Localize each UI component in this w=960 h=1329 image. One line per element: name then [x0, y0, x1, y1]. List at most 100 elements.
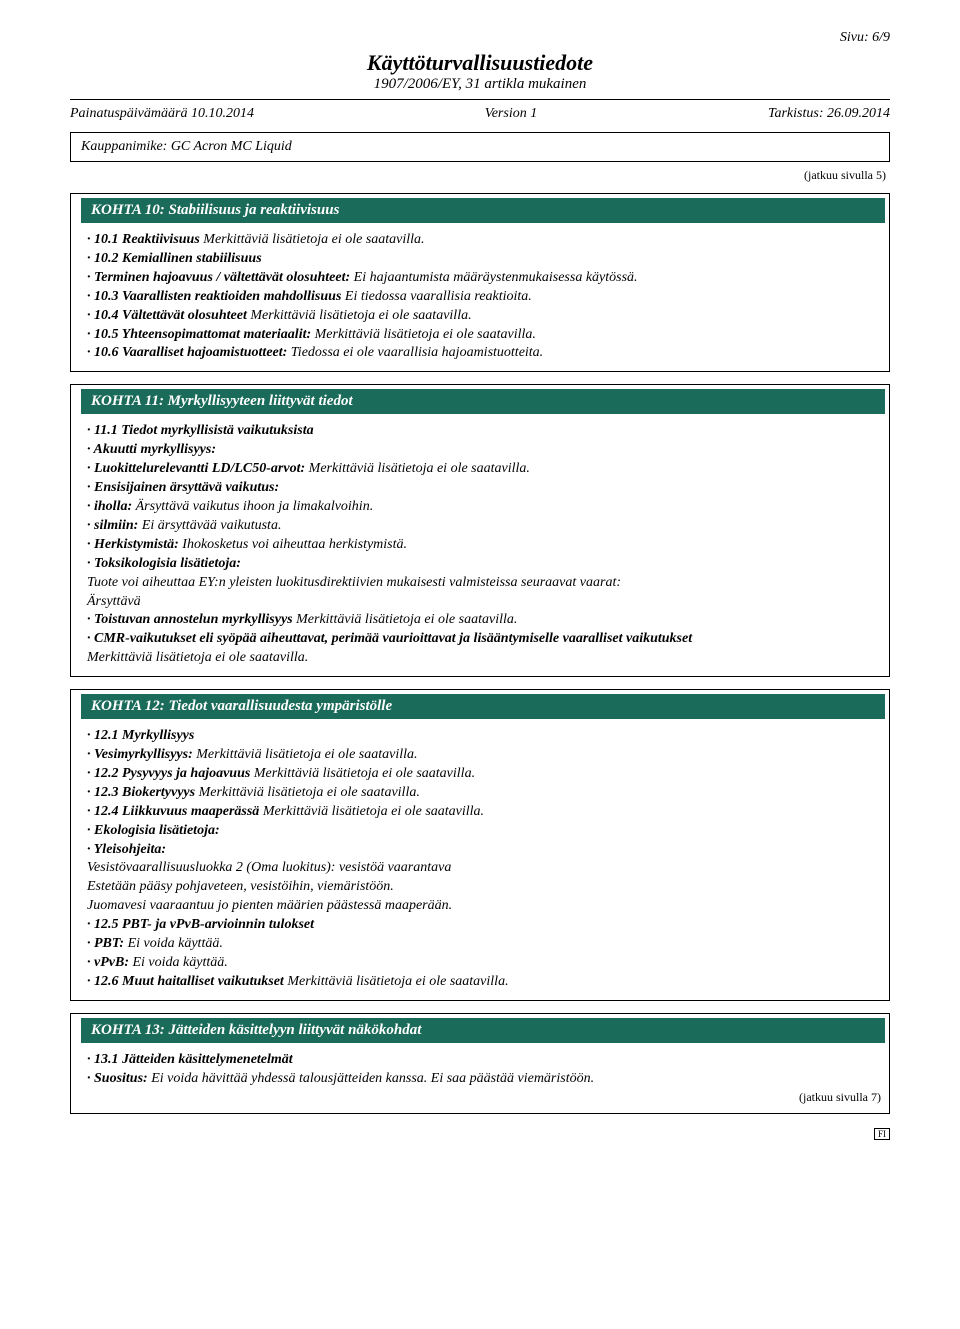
- entry-text: Merkittäviä lisätietoja ei ole saatavill…: [259, 804, 484, 819]
- entry-text: Merkittäviä lisätietoja ei ole saatavill…: [311, 327, 536, 342]
- meta-row: Painatuspäivämäärä 10.10.2014 Version 1 …: [70, 106, 890, 122]
- entry-line: · 10.5 Yhteensopimattomat materiaalit: M…: [87, 326, 873, 344]
- entry-label: · Toksikologisia lisätietoja:: [87, 556, 241, 571]
- entry-label: · CMR-vaikutukset eli syöpää aiheuttavat…: [87, 631, 692, 646]
- entry-label: · 12.4 Liikkuvuus maaperässä: [87, 804, 259, 819]
- section-header: KOHTA 11: Myrkyllisyyteen liittyvät tied…: [81, 389, 885, 414]
- entry-line: · PBT: Ei voida käyttää.: [87, 935, 873, 953]
- section-header: KOHTA 13: Jätteiden käsittelyyn liittyvä…: [81, 1018, 885, 1043]
- entry-line: · silmiin: Ei ärsyttävää vaikutusta.: [87, 517, 873, 535]
- entry-text: Merkittäviä lisätietoja ei ole saatavill…: [305, 461, 530, 476]
- entry-line: · Ensisijainen ärsyttävä vaikutus:: [87, 479, 873, 497]
- revision-date: Tarkistus: 26.09.2014: [768, 106, 890, 122]
- entry-text: Estetään pääsy pohjaveteen, vesistöihin,…: [87, 879, 394, 894]
- entry-line: · 13.1 Jätteiden käsittelymenetelmät: [87, 1051, 873, 1069]
- entry-line: Merkittäviä lisätietoja ei ole saatavill…: [87, 649, 873, 667]
- entry-text: Merkittäviä lisätietoja ei ole saatavill…: [293, 612, 518, 627]
- entry-label: · Yleisohjeita:: [87, 842, 166, 857]
- section-body: · 13.1 Jätteiden käsittelymenetelmät · Su…: [71, 1051, 889, 1088]
- entry-label: · Ekologisia lisätietoja:: [87, 823, 220, 838]
- entry-text: Tiedossa ei ole vaarallisia hajoamistuot…: [287, 345, 543, 360]
- section-body: · 11.1 Tiedot myrkyllisistä vaikutuksist…: [71, 422, 889, 667]
- entry-line: · Terminen hajoavuus / vältettävät olosu…: [87, 269, 873, 287]
- section-box: KOHTA 11: Myrkyllisyyteen liittyvät tied…: [70, 384, 890, 677]
- entry-line: · Ekologisia lisätietoja:: [87, 822, 873, 840]
- entry-label: · Akuutti myrkyllisyys:: [87, 442, 216, 457]
- entry-line: Tuote voi aiheuttaa EY:n yleisten luokit…: [87, 574, 873, 592]
- entry-label: · Terminen hajoavuus / vältettävät olosu…: [87, 270, 350, 285]
- entry-label: · iholla:: [87, 499, 132, 514]
- entry-label: · 12.1 Myrkyllisyys: [87, 728, 194, 743]
- entry-text: Juomavesi vaaraantuu jo pienten määrien …: [87, 898, 452, 913]
- entry-label: · Toistuvan annostelun myrkyllisyys: [87, 612, 293, 627]
- entry-line: Ärsyttävä: [87, 593, 873, 611]
- entry-label: · 10.2 Kemiallinen stabiilisuus: [87, 251, 262, 266]
- entry-line: · 12.3 Biokertyvyys Merkittäviä lisätiet…: [87, 784, 873, 802]
- entry-text: Ei tiedossa vaarallisia reaktioita.: [341, 289, 531, 304]
- document-page: Sivu: 6/9 Käyttöturvallisuustiedote 1907…: [0, 0, 960, 1329]
- entry-label: · Suositus:: [87, 1071, 148, 1086]
- entry-line: · 12.2 Pysyvyys ja hajoavuus Merkittäviä…: [87, 765, 873, 783]
- entry-line: · 10.6 Vaaralliset hajoamistuotteet: Tie…: [87, 344, 873, 362]
- entry-label: · 13.1 Jätteiden käsittelymenetelmät: [87, 1052, 293, 1067]
- entry-text: Ei voida käyttää.: [129, 955, 228, 970]
- continued-to-label: (jatkuu sivulla 7): [71, 1090, 889, 1105]
- entry-text: Merkittäviä lisätietoja ei ole saatavill…: [195, 785, 420, 800]
- entry-text: Ei voida käyttää.: [124, 936, 223, 951]
- entry-text: Ihokosketus voi aiheuttaa herkistymistä.: [179, 537, 407, 552]
- section-body: · 10.1 Reaktiivisuus Merkittäviä lisätie…: [71, 231, 889, 362]
- entry-line: Juomavesi vaaraantuu jo pienten määrien …: [87, 897, 873, 915]
- continued-from-label: (jatkuu sivulla 5): [70, 168, 886, 183]
- page-number: Sivu: 6/9: [70, 30, 890, 46]
- entry-text: Merkittäviä lisätietoja ei ole saatavill…: [200, 232, 425, 247]
- section-box: KOHTA 13: Jätteiden käsittelyyn liittyvä…: [70, 1013, 890, 1114]
- entry-label: · 11.1 Tiedot myrkyllisistä vaikutuksist…: [87, 423, 314, 438]
- product-name: Kauppanimike: GC Acron MC Liquid: [81, 139, 292, 154]
- entry-label: · 12.5 PBT- ja vPvB-arvioinnin tulokset: [87, 917, 314, 932]
- entry-line: · 12.1 Myrkyllisyys: [87, 727, 873, 745]
- entry-text: Vesistövaarallisuusluokka 2 (Oma luokitu…: [87, 860, 451, 875]
- entry-line: · 10.3 Vaarallisten reaktioiden mahdolli…: [87, 288, 873, 306]
- entry-label: · PBT:: [87, 936, 124, 951]
- section-header: KOHTA 10: Stabiilisuus ja reaktiivisuus: [81, 198, 885, 223]
- entry-label: · 10.1 Reaktiivisuus: [87, 232, 200, 247]
- entry-line: · Toistuvan annostelun myrkyllisyys Merk…: [87, 611, 873, 629]
- entry-label: · 10.6 Vaaralliset hajoamistuotteet:: [87, 345, 287, 360]
- entry-label: · 10.5 Yhteensopimattomat materiaalit:: [87, 327, 311, 342]
- entry-label: · silmiin:: [87, 518, 138, 533]
- footer-country-code: FI: [874, 1128, 890, 1140]
- entry-line: · 12.4 Liikkuvuus maaperässä Merkittäviä…: [87, 803, 873, 821]
- entry-text: Merkittäviä lisätietoja ei ole saatavill…: [247, 308, 472, 323]
- entry-line: · Toksikologisia lisätietoja:: [87, 555, 873, 573]
- entry-label: · 12.3 Biokertyvyys: [87, 785, 195, 800]
- version-label: Version 1: [485, 106, 538, 122]
- section-header: KOHTA 12: Tiedot vaarallisuudesta ympäri…: [81, 694, 885, 719]
- entry-text: Merkittäviä lisätietoja ei ole saatavill…: [193, 747, 418, 762]
- entry-line: · vPvB: Ei voida käyttää.: [87, 954, 873, 972]
- entry-text: Ei ärsyttävää vaikutusta.: [138, 518, 281, 533]
- section-box: KOHTA 10: Stabiilisuus ja reaktiivisuus ·…: [70, 193, 890, 372]
- entry-line: · 10.2 Kemiallinen stabiilisuus: [87, 250, 873, 268]
- document-subtitle: 1907/2006/EY, 31 artikla mukainen: [70, 76, 890, 93]
- entry-line: · Herkistymistä: Ihokosketus voi aiheutt…: [87, 536, 873, 554]
- entry-line: · 10.4 Vältettävät olosuhteet Merkittävi…: [87, 307, 873, 325]
- entry-label: · Herkistymistä:: [87, 537, 179, 552]
- entry-text: Merkittäviä lisätietoja ei ole saatavill…: [250, 766, 475, 781]
- section-box: KOHTA 12: Tiedot vaarallisuudesta ympäri…: [70, 689, 890, 1001]
- entry-line: · Akuutti myrkyllisyys:: [87, 441, 873, 459]
- entry-text: Ei hajaantumista määräystenmukaisessa kä…: [350, 270, 637, 285]
- entry-label: · vPvB:: [87, 955, 129, 970]
- entry-text: Tuote voi aiheuttaa EY:n yleisten luokit…: [87, 575, 621, 590]
- entry-text: Ärsyttävä vaikutus ihoon ja limakalvoihi…: [132, 499, 373, 514]
- entry-line: · Yleisohjeita:: [87, 841, 873, 859]
- entry-line: · 10.1 Reaktiivisuus Merkittäviä lisätie…: [87, 231, 873, 249]
- entry-text: Ärsyttävä: [87, 594, 141, 609]
- entry-text: Ei voida hävittää yhdessä talousjätteide…: [148, 1071, 594, 1086]
- print-date: Painatuspäivämäärä 10.10.2014: [70, 106, 254, 122]
- entry-line: · Vesimyrkyllisyys: Merkittäviä lisätiet…: [87, 746, 873, 764]
- entry-line: · iholla: Ärsyttävä vaikutus ihoon ja li…: [87, 498, 873, 516]
- section-body: · 12.1 Myrkyllisyys · Vesimyrkyllisyys: M…: [71, 727, 889, 991]
- product-name-box: Kauppanimike: GC Acron MC Liquid: [70, 132, 890, 162]
- entry-label: · 10.4 Vältettävät olosuhteet: [87, 308, 247, 323]
- entry-line: · Suositus: Ei voida hävittää yhdessä ta…: [87, 1070, 873, 1088]
